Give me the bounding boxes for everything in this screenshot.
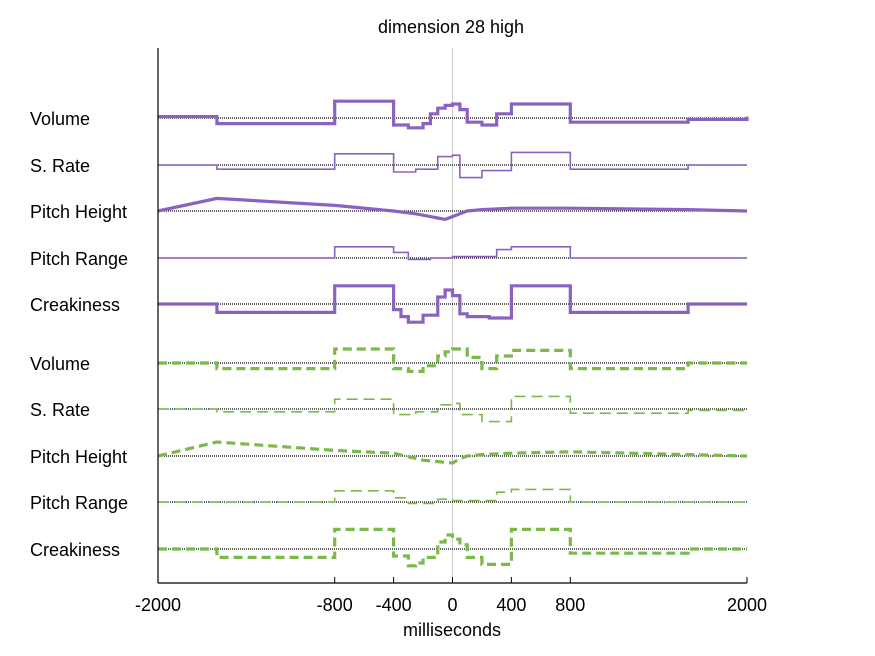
x-tick-label: -2000 [135,595,181,615]
chart-title: dimension 28 high [378,17,524,37]
series-line [158,395,748,423]
row-labels: Volume S. Rate Pitch Height Pitch Range Crea… [30,109,128,560]
row-label: S. Rate [30,156,90,176]
plot-area [157,48,749,583]
series-line [158,488,747,505]
x-tick-label: 400 [496,595,526,615]
series-line [158,246,747,261]
x-tick-label: 0 [447,595,457,615]
row-label: Volume [30,354,90,374]
row-label: S. Rate [30,400,90,420]
series-line [158,151,747,179]
x-axis-label: milliseconds [403,620,501,640]
series-line [158,347,747,373]
series-line [158,284,747,324]
x-tick-label: 800 [555,595,585,615]
row-label: Pitch Range [30,249,128,269]
x-tick-label: -400 [376,595,412,615]
row-label: Pitch Height [30,447,127,467]
row-label: Pitch Range [30,493,128,513]
row-label: Volume [30,109,90,129]
x-tick-label: -800 [317,595,353,615]
row-label: Creakiness [30,540,120,560]
series-line [157,440,748,465]
x-tick-label: 2000 [727,595,767,615]
series-line [158,99,749,130]
axes: -2000 -800 -400 0 400 800 2000 [135,48,767,615]
row-label: Pitch Height [30,202,127,222]
row-label: Creakiness [30,295,120,315]
series-line [157,196,748,222]
